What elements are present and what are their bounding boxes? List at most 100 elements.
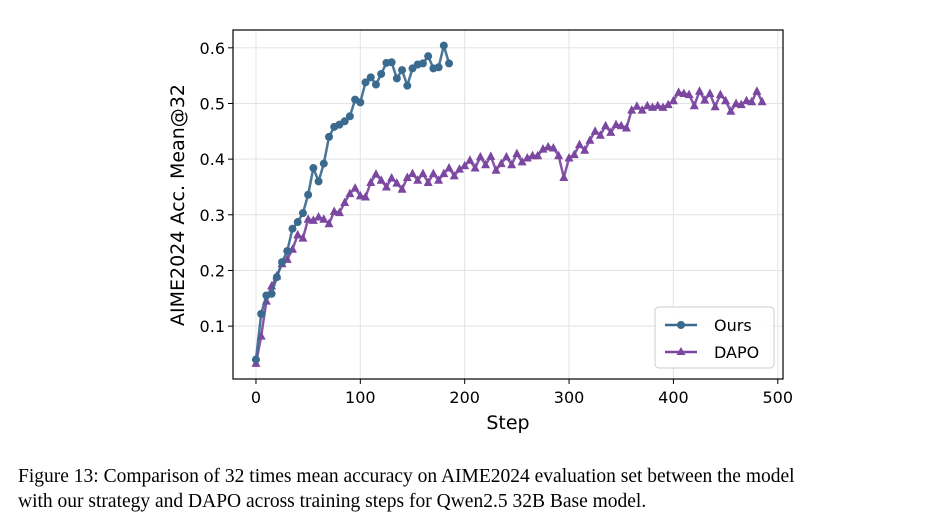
data-point-ours [278,258,287,267]
data-point-ours [251,355,260,364]
plot-area-frame [232,29,784,380]
data-point-dapo [517,156,527,166]
data-point-dapo [413,175,423,184]
data-point-dapo [366,177,376,187]
data-point-dapo [355,190,365,200]
data-point-dapo [361,191,371,201]
y-tick-label: 0.6 [200,39,225,58]
data-point-dapo [726,106,736,115]
data-point-dapo [376,175,386,184]
data-point-dapo [402,172,412,181]
data-point-ours [361,78,370,87]
y-tick-label: 0.3 [200,206,225,225]
data-point-dapo [632,101,642,110]
data-point-dapo [329,206,339,215]
data-point-dapo [460,160,470,170]
data-point-dapo [340,197,350,207]
data-point-dapo [580,145,590,154]
data-point-ours [356,98,365,107]
data-point-ours [288,224,297,233]
data-point-ours [392,74,401,83]
data-point-dapo [736,99,746,109]
data-point-dapo [345,188,355,198]
data-point-ours [319,159,328,168]
data-point-ours [398,66,407,75]
data-point-dapo [747,96,757,106]
data-point-dapo [298,233,308,242]
data-point-ours [439,41,448,50]
data-point-dapo [324,218,334,228]
data-point-ours [267,289,276,298]
legend-marker-ours [677,321,685,329]
caption-line-1: Figure 13: Comparison of 32 times mean a… [18,466,795,487]
data-point-dapo [507,159,517,169]
data-point-dapo [501,151,511,161]
data-point-dapo [423,177,433,187]
grid [233,30,783,379]
data-point-dapo [611,119,621,129]
data-point-dapo [684,89,694,99]
series-dapo [251,86,767,367]
data-point-ours [293,218,302,227]
data-point-dapo [569,149,579,159]
data-point-dapo [522,153,532,162]
data-point-ours [434,63,443,72]
data-point-dapo [637,105,647,114]
x-tick-label: 500 [763,388,794,407]
data-point-dapo [741,95,751,105]
data-point-dapo [481,159,491,169]
series-line-ours [254,44,451,360]
data-point-dapo [371,169,381,178]
data-point-dapo [314,212,324,221]
data-point-dapo [705,88,715,97]
data-point-dapo [512,148,522,158]
data-point-dapo [715,89,725,99]
data-point-dapo [475,151,485,161]
caption-line-2: with our strategy and DAPO across traini… [18,491,647,512]
data-point-dapo [616,120,626,130]
legend-label-ours: Ours [714,316,752,335]
data-point-ours [283,246,292,255]
data-point-dapo [293,229,303,239]
data-point-dapo [449,170,459,180]
data-point-dapo [319,214,329,223]
data-point-dapo [721,95,731,105]
data-point-ours [314,177,323,186]
data-point-dapo [428,168,438,178]
data-point-ours [424,52,433,61]
y-axis-title: AIME2024 Acc. Mean@32 [167,84,189,326]
data-point-dapo [752,86,762,95]
y-tick-label: 0.2 [200,261,225,280]
data-point-dapo [585,135,595,144]
data-point-dapo [658,102,668,111]
data-point-dapo [303,214,313,223]
data-point-ours [325,132,334,141]
data-point-dapo [757,96,767,106]
data-point-dapo [308,215,318,224]
data-point-dapo [668,95,678,105]
data-point-ours [272,273,281,282]
data-point-dapo [559,172,569,181]
data-point-dapo [454,164,464,173]
data-point-ours [345,112,354,121]
y-tick-label: 0.5 [200,94,225,113]
data-point-dapo [548,143,558,152]
data-point-dapo [554,150,564,160]
data-point-dapo [491,165,501,174]
data-point-dapo [434,175,444,184]
legend-entry-ours: Ours [665,316,752,335]
data-point-dapo [574,139,584,149]
data-point-dapo [601,120,611,130]
data-point-dapo [397,184,407,193]
data-point-dapo [627,105,637,114]
legend-entry-dapo: DAPO [665,343,759,362]
data-point-dapo [392,178,402,187]
data-point-dapo [679,88,689,97]
x-tick-label: 0 [251,388,261,407]
x-tick-label: 100 [345,388,376,407]
data-point-ours [366,73,375,82]
data-point-dapo [700,95,710,104]
x-axis-title: Step [486,412,529,434]
data-point-dapo [689,100,699,110]
data-point-dapo [543,141,553,151]
